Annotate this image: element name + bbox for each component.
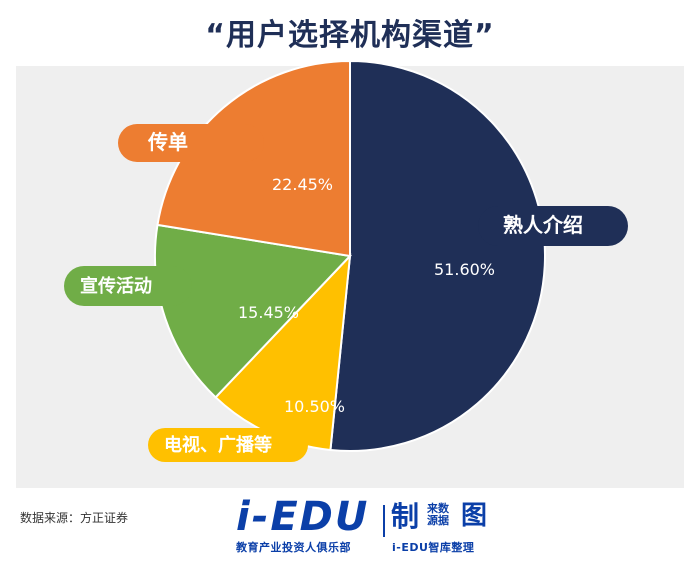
pie-slice-2: [154, 223, 353, 399]
pie-slice-0: [329, 59, 546, 452]
slice-value-label-2: 15.45%: [238, 303, 299, 322]
brand-zhi: 制: [391, 500, 420, 533]
slice-value-label-1: 10.50%: [284, 397, 345, 416]
slice-category-label-1: 电视、广播等: [164, 434, 272, 456]
brand-separator: [383, 505, 385, 537]
slice-value-label-3: 22.45%: [272, 175, 333, 194]
brand-subtitle-left: 教育产业投资人俱乐部: [236, 541, 351, 554]
slice-category-label-3: 传单: [147, 130, 188, 154]
brand-mini-line-2: 源据: [427, 514, 449, 527]
slice-label-tab-3: [118, 124, 264, 162]
slice-category-label-2: 宣传活动: [80, 275, 152, 297]
slice-category-label-0: 熟人介绍: [503, 213, 583, 237]
brand-tu: 图: [461, 501, 488, 531]
slice-label-tab-2: [64, 266, 192, 306]
brand-mini-line-1: 来数: [427, 502, 449, 515]
brand-block: i-EDU 制 来数 源据 图 教育产业投资人俱乐部 i-EDU智库整理: [236, 497, 488, 555]
source-text: 数据来源：方正证券: [20, 511, 129, 525]
slice-label-tab-1: [148, 428, 308, 462]
brand-logo: i-EDU: [236, 494, 370, 540]
chart-title: “用户选择机构渠道”: [205, 18, 495, 53]
slice-value-label-0: 51.60%: [434, 260, 495, 279]
slice-label-tab-0: [478, 206, 628, 246]
brand-subtitle-right: i-EDU智库整理: [392, 541, 475, 554]
brand-mini-text: 来数 源据: [427, 503, 461, 527]
